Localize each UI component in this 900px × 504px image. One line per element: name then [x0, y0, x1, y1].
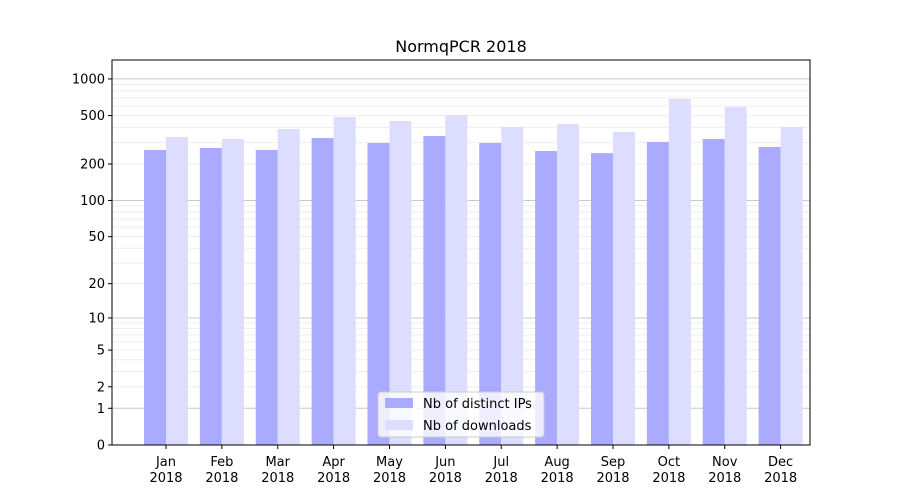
x-tick-label-month: May [376, 455, 403, 470]
x-tick-label-month: Feb [210, 455, 233, 470]
bar-ips-jun [423, 135, 446, 445]
x-tick-label-year: 2018 [708, 471, 741, 486]
legend-swatch-downloads [385, 420, 413, 430]
y-tick-label: 100 [80, 194, 105, 209]
bar-downloads-jul [501, 127, 524, 445]
bar-downloads-dec [780, 127, 803, 445]
x-tick-label-year: 2018 [429, 471, 462, 486]
bar-downloads-jun [445, 114, 468, 446]
x-tick-label-year: 2018 [485, 471, 518, 486]
x-tick-label-year: 2018 [596, 471, 629, 486]
legend-box [377, 391, 545, 438]
x-tick-label-month: Sep [601, 455, 626, 470]
x-tick-label-month: Nov [712, 455, 738, 470]
bars [144, 98, 803, 446]
bar-ips-jul [479, 142, 502, 445]
x-tick-label-year: 2018 [373, 471, 406, 486]
bar-ips-mar [255, 149, 278, 445]
bar-ips-jan [144, 149, 166, 445]
y-tick-label: 10 [88, 311, 105, 326]
x-axis: Jan2018Feb2018Mar2018Apr2018May2018Jun20… [149, 445, 797, 486]
y-tick-label: 500 [80, 109, 105, 124]
x-tick-label-month: Jun [434, 455, 455, 470]
bar-ips-may [367, 142, 390, 445]
legend-swatch-ips [385, 398, 413, 408]
bar-ips-oct [646, 141, 669, 445]
y-tick-label: 0 [97, 439, 105, 454]
x-tick-label-year: 2018 [764, 471, 797, 486]
bar-ips-dec [758, 147, 781, 445]
plot-frame [111, 59, 811, 446]
y-tick-label: 50 [88, 230, 105, 245]
bar-ips-sep [590, 153, 613, 445]
bar-ips-nov [702, 139, 725, 445]
y-tick-label: 1000 [72, 72, 105, 87]
bar-downloads-aug [557, 123, 580, 445]
bar-downloads-sep [612, 131, 635, 445]
bar-downloads-nov [724, 107, 747, 445]
x-tick-label-year: 2018 [652, 471, 685, 486]
bar-ips-aug [535, 150, 558, 446]
x-tick-label-year: 2018 [541, 471, 574, 486]
legend: Nb of distinct IPs Nb of downloads [377, 391, 545, 438]
x-tick-label-year: 2018 [149, 471, 182, 486]
x-tick-label-month: Jan [155, 455, 176, 470]
y-tick-label: 5 [97, 344, 105, 359]
bar-downloads-jan [166, 136, 188, 445]
bar-ips-apr [311, 138, 334, 446]
x-tick-label-year: 2018 [205, 471, 238, 486]
x-tick-label-month: Oct [658, 455, 680, 470]
x-tick-label-month: Aug [544, 455, 569, 470]
chart-title: NormqPCR 2018 [395, 37, 527, 56]
y-tick-label: 20 [88, 277, 105, 292]
y-tick-label: 200 [80, 158, 105, 173]
bar-downloads-feb [221, 139, 244, 445]
bar-ips-feb [199, 147, 222, 445]
bar-downloads-may [389, 120, 412, 445]
x-tick-label-month: Dec [768, 455, 793, 470]
bar-downloads-oct [668, 98, 691, 445]
x-tick-label-month: Apr [322, 455, 345, 470]
x-tick-label-month: Mar [265, 455, 290, 470]
bar-downloads-apr [333, 117, 356, 445]
y-tick-label: 1 [97, 402, 105, 417]
x-tick-label-year: 2018 [261, 471, 294, 486]
y-axis: 0 1 2 5 10 20 50 100 200 500 1000 [72, 72, 112, 454]
bar-downloads-mar [277, 129, 300, 445]
legend-label-ips: Nb of distinct IPs [423, 397, 532, 412]
legend-label-downloads: Nb of downloads [423, 419, 532, 434]
y-tick-label: 2 [97, 380, 105, 395]
x-tick-label-year: 2018 [317, 471, 350, 486]
x-tick-label-month: Jul [492, 455, 509, 470]
